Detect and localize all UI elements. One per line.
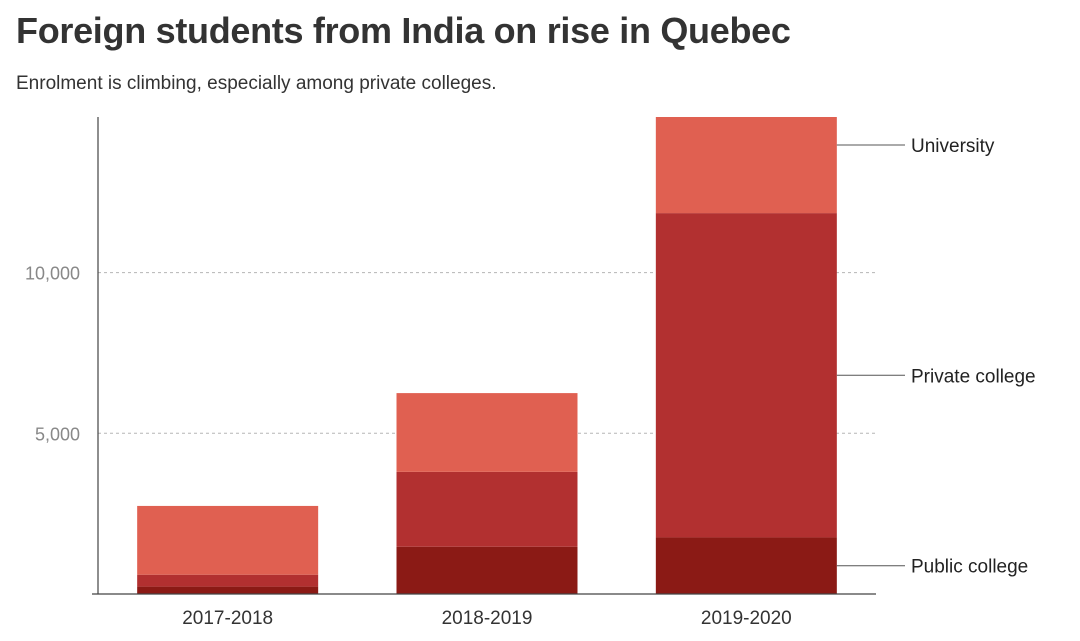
x-tick-labels: 2017-2018 2018-2019 2019-2020 <box>182 608 792 629</box>
bar-segment <box>137 574 319 587</box>
x-tick-label: 2017-2018 <box>182 608 273 629</box>
x-tick-label: 2018-2019 <box>442 608 533 629</box>
series-label: Public college <box>911 557 1028 578</box>
series-label: Private college <box>911 366 1036 387</box>
bar-segment <box>137 505 319 575</box>
bar-segment <box>396 546 578 594</box>
x-tick-label: 2019-2020 <box>701 608 792 629</box>
series-label: University <box>911 136 995 157</box>
chart-title: Foreign students from India on rise in Q… <box>16 10 791 51</box>
bars <box>137 117 837 594</box>
y-tick-labels: 5,000 10,000 <box>25 264 80 445</box>
series-labels: Public college Private college University <box>836 136 1036 578</box>
bar-segment <box>655 537 837 594</box>
chart-subtitle: Enrolment is climbing, especially among … <box>16 73 497 94</box>
bar-segment <box>396 393 578 472</box>
bar-segment <box>137 586 319 594</box>
bar-segment <box>655 213 837 538</box>
y-tick-label: 5,000 <box>35 424 80 444</box>
y-tick-label: 10,000 <box>25 264 80 284</box>
bar-segment <box>396 471 578 547</box>
bar-segment <box>655 117 837 214</box>
